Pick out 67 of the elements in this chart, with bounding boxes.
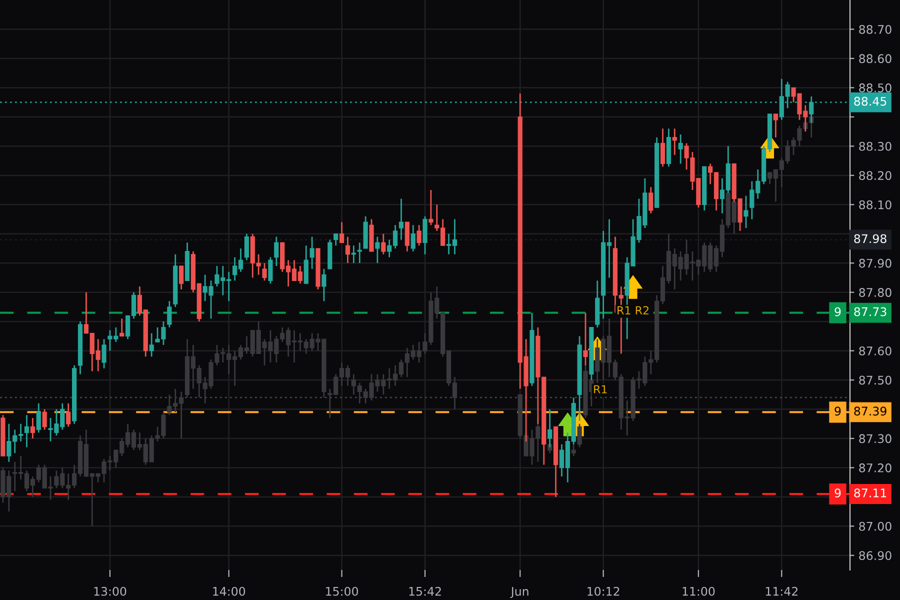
y-tick-label: 87.30 <box>859 434 892 444</box>
y-tick-label: 87.20 <box>859 463 892 472</box>
candlestick <box>404 221 410 252</box>
candlestick <box>416 224 422 246</box>
candlestick <box>381 233 386 256</box>
candlestick <box>149 332 154 358</box>
y-tick-label: 86.90 <box>859 551 892 560</box>
y-tick-label: 88.60 <box>859 54 892 64</box>
candlestick <box>310 236 314 270</box>
annotation: R1 R2 <box>618 306 648 314</box>
x-tick-label: 11:00 <box>682 586 715 596</box>
candlestick <box>322 268 326 302</box>
candlestick <box>268 256 273 284</box>
candlestick <box>274 236 279 267</box>
x-tick-label: Jun <box>510 587 528 598</box>
y-tick-label: 87.50 <box>859 376 892 385</box>
candlestick <box>428 189 434 226</box>
candlestick <box>660 128 666 168</box>
candlestick <box>167 300 172 328</box>
candlestick <box>375 236 380 264</box>
candlestick <box>744 195 748 229</box>
ref-line-label: 87.73 <box>854 307 886 316</box>
ref-line-label: 87.98 <box>854 234 886 244</box>
x-tick-label: 15:42 <box>409 586 441 596</box>
x-tick-label: 15:00 <box>326 586 358 596</box>
candlestick <box>102 338 106 370</box>
candlestick <box>178 265 184 290</box>
candlestick <box>334 233 338 246</box>
candlestick <box>120 318 124 337</box>
x-tick-label: 10:12 <box>588 586 620 596</box>
candlestick <box>262 262 267 282</box>
candlestick <box>577 423 582 448</box>
annotation: R1 <box>594 385 607 394</box>
candlestick <box>42 408 47 430</box>
y-tick-label: 87.60 <box>859 346 892 356</box>
y-tick-label: 88.70 <box>859 24 892 34</box>
candlestick <box>648 186 654 214</box>
y-tick-label: 87.00 <box>859 522 892 531</box>
candlestick <box>244 233 249 261</box>
annotation: 9 <box>834 307 841 316</box>
candlestick <box>773 113 778 138</box>
candlestick <box>339 221 344 244</box>
ref-line-label: 88.45 <box>854 96 886 106</box>
candlestick <box>36 402 41 434</box>
y-tick-label: 87.80 <box>859 288 892 297</box>
y-tick-label: 88.30 <box>859 142 892 151</box>
x-tick-label: 11:42 <box>766 586 798 596</box>
candlestick <box>422 216 428 256</box>
candlestick <box>66 402 71 428</box>
ref-line-label: 87.39 <box>854 406 886 416</box>
candlestick <box>345 236 350 264</box>
x-tick-label: 13:00 <box>94 586 126 596</box>
annotation: 9 <box>834 406 841 416</box>
ref-line-label: 87.11 <box>854 488 886 498</box>
y-tick-label: 88.20 <box>859 171 892 180</box>
y-tick-label: 88.50 <box>859 83 892 92</box>
annotation: 9 <box>834 488 841 498</box>
candlestick <box>304 244 308 284</box>
y-tick-label: 87.90 <box>859 258 892 268</box>
candlestick <box>678 134 683 164</box>
candlestick <box>30 417 36 440</box>
y-tick-label: 88.10 <box>859 200 892 210</box>
candlestick <box>24 414 30 448</box>
candlestick <box>398 198 404 240</box>
candlestick <box>410 224 416 252</box>
candlestick <box>672 128 677 156</box>
x-tick-label: 14:00 <box>213 586 246 596</box>
